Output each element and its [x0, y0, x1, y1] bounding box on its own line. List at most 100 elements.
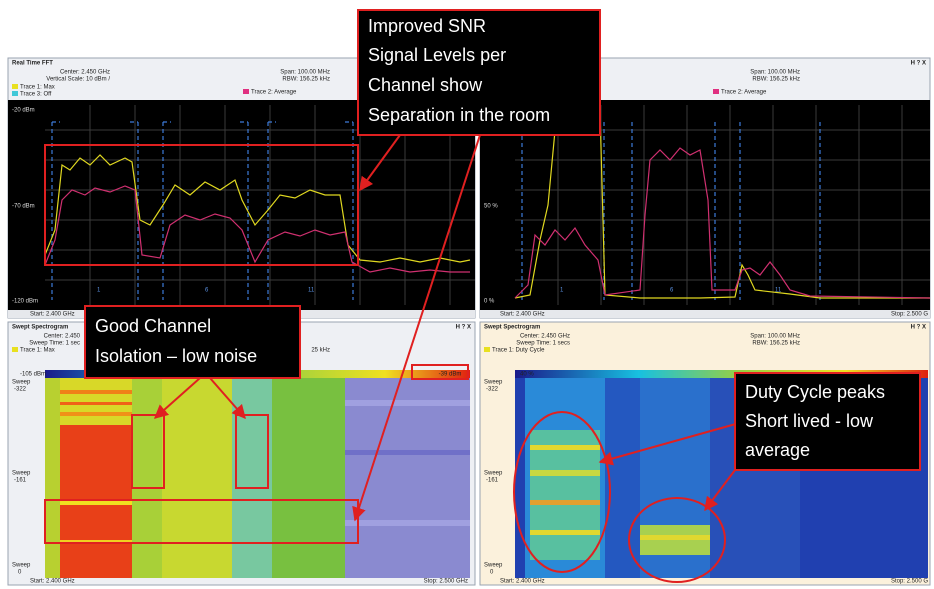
- callout-text: Channel show: [368, 75, 483, 95]
- arrow: [153, 377, 201, 419]
- legend: Trace 3: Off: [20, 92, 52, 98]
- callout-text: Short lived - low: [745, 411, 874, 431]
- callout-text: Isolation – low noise: [95, 346, 257, 366]
- sweep-label: -322: [14, 387, 27, 393]
- channel-label: 6: [670, 288, 674, 294]
- sweep-label: Sweep: [12, 471, 31, 477]
- controls[interactable]: H ? X: [911, 325, 926, 331]
- legend: Trace 2: Average: [251, 90, 297, 96]
- arrow: [598, 419, 751, 466]
- spectrogram: [515, 378, 928, 578]
- annotations: Improved SNR Signal Levels per Channel s…: [44, 9, 921, 583]
- legend: Trace 1: Duty Cycle: [492, 348, 545, 354]
- start: Start: 2.400 GHz: [30, 579, 75, 585]
- channel-label: 6: [205, 288, 209, 294]
- highlight-box: [411, 364, 469, 380]
- sweep-time: Sweep Time: 1 secs: [516, 341, 570, 347]
- y-label: 0 %: [484, 299, 495, 305]
- start: Start: 2.400 GHz: [500, 579, 545, 585]
- callout-text: Separation in the room: [368, 105, 550, 125]
- legend-swatch: [12, 91, 18, 96]
- highlight-box: [235, 414, 269, 489]
- callout-text: Signal Levels per: [368, 45, 506, 65]
- callout: [357, 9, 601, 136]
- legend: Trace 1: Max: [20, 85, 55, 91]
- legend: Trace 1: Max: [20, 348, 55, 354]
- center: Center: 2.450 GHz: [520, 334, 570, 340]
- highlight-box: [44, 144, 359, 266]
- channel-label: 1: [97, 288, 101, 294]
- y-label: -20 dBm: [12, 108, 35, 114]
- arrow: [352, 134, 481, 522]
- footer: [480, 310, 930, 318]
- stop: Stop: 2.500 GHz: [424, 579, 468, 585]
- start: Start: 2.400 GHz: [500, 312, 545, 318]
- rbw: RBW: 156.25 kHz: [752, 341, 800, 347]
- callout-text: Duty Cycle peaks: [745, 382, 885, 402]
- legend-swatch: [713, 89, 719, 94]
- color-bar: [515, 370, 928, 378]
- callout-text: average: [745, 440, 810, 460]
- span: Span: 100.00 MHz: [750, 70, 800, 76]
- y-label: -70 dBm: [12, 204, 35, 210]
- channel-label: 11: [775, 288, 782, 294]
- arrow: [209, 377, 246, 420]
- highlight-ellipse: [628, 497, 726, 583]
- callout-text: Improved SNR: [368, 16, 486, 36]
- sweep-label: 0: [490, 570, 494, 576]
- channel-label: 11: [308, 288, 315, 294]
- controls[interactable]: H ? X: [456, 325, 471, 331]
- sweep-label: -161: [14, 478, 27, 484]
- span: Span: 100.00 MHz: [750, 334, 800, 340]
- highlight-box: [44, 499, 359, 544]
- legend-swatch: [484, 347, 490, 352]
- scale-max: 40 %: [520, 372, 534, 378]
- stop: Stop: 2.500 G: [891, 579, 928, 585]
- arrow: [359, 134, 401, 192]
- highlight-ellipse: [513, 411, 611, 573]
- sweep-label: -322: [486, 387, 499, 393]
- rbw: RBW: 156.25 kHz: [752, 77, 800, 83]
- max-trace: [44, 154, 471, 263]
- scale-max: -39 dBm: [439, 372, 462, 378]
- sweep-label: Sweep: [484, 471, 503, 477]
- span: Span: 100.00 MHz: [280, 70, 330, 76]
- start: Start: 2.400 GHz: [30, 312, 75, 318]
- grid: [515, 105, 930, 305]
- sweep-label: Sweep: [12, 563, 31, 569]
- stop: Stop: 2.500 G: [891, 312, 928, 318]
- average-trace: [44, 185, 470, 273]
- rbw: RBW: 156.25 kHz: [282, 77, 330, 83]
- channel-markers: [51, 121, 354, 300]
- legend: Trace 2: Average: [721, 90, 767, 96]
- callout: [84, 305, 301, 379]
- rbw: 25 kHz: [311, 348, 330, 354]
- grid: [45, 105, 475, 305]
- center: Center: 2.450 GHz: [60, 70, 110, 76]
- duty-spectrogram-panel: Swept Spectrogram H ? X Center: 2.450 GH…: [479, 321, 931, 586]
- sweep-label: 0: [18, 570, 22, 576]
- panel-title: Real Time FFT: [12, 61, 53, 67]
- max-trace: [514, 104, 930, 299]
- legend-swatch: [243, 89, 249, 94]
- callout: [734, 372, 921, 471]
- legend-swatch: [12, 347, 18, 352]
- scale: Vertical Scale: 10 dBm /: [46, 77, 110, 83]
- y-label: 50 %: [484, 204, 498, 210]
- sweep-time: Sweep Time: 1 sec: [29, 341, 80, 347]
- y-label: -120 dBm: [12, 299, 38, 305]
- center: Center: 2.450: [44, 334, 81, 340]
- controls[interactable]: H ? X: [911, 61, 926, 67]
- panel-title: Swept Spectrogram: [12, 325, 68, 331]
- average-trace: [514, 147, 931, 299]
- channel-label: 1: [560, 288, 564, 294]
- spectrogram: [45, 378, 470, 578]
- sweep-label: Sweep: [484, 563, 503, 569]
- highlight-box: [131, 414, 165, 489]
- scale-min: -105 dBm: [20, 372, 46, 378]
- sweep-label: Sweep: [12, 380, 31, 386]
- sweep-label: -161: [486, 478, 499, 484]
- sweep-label: Sweep: [484, 380, 503, 386]
